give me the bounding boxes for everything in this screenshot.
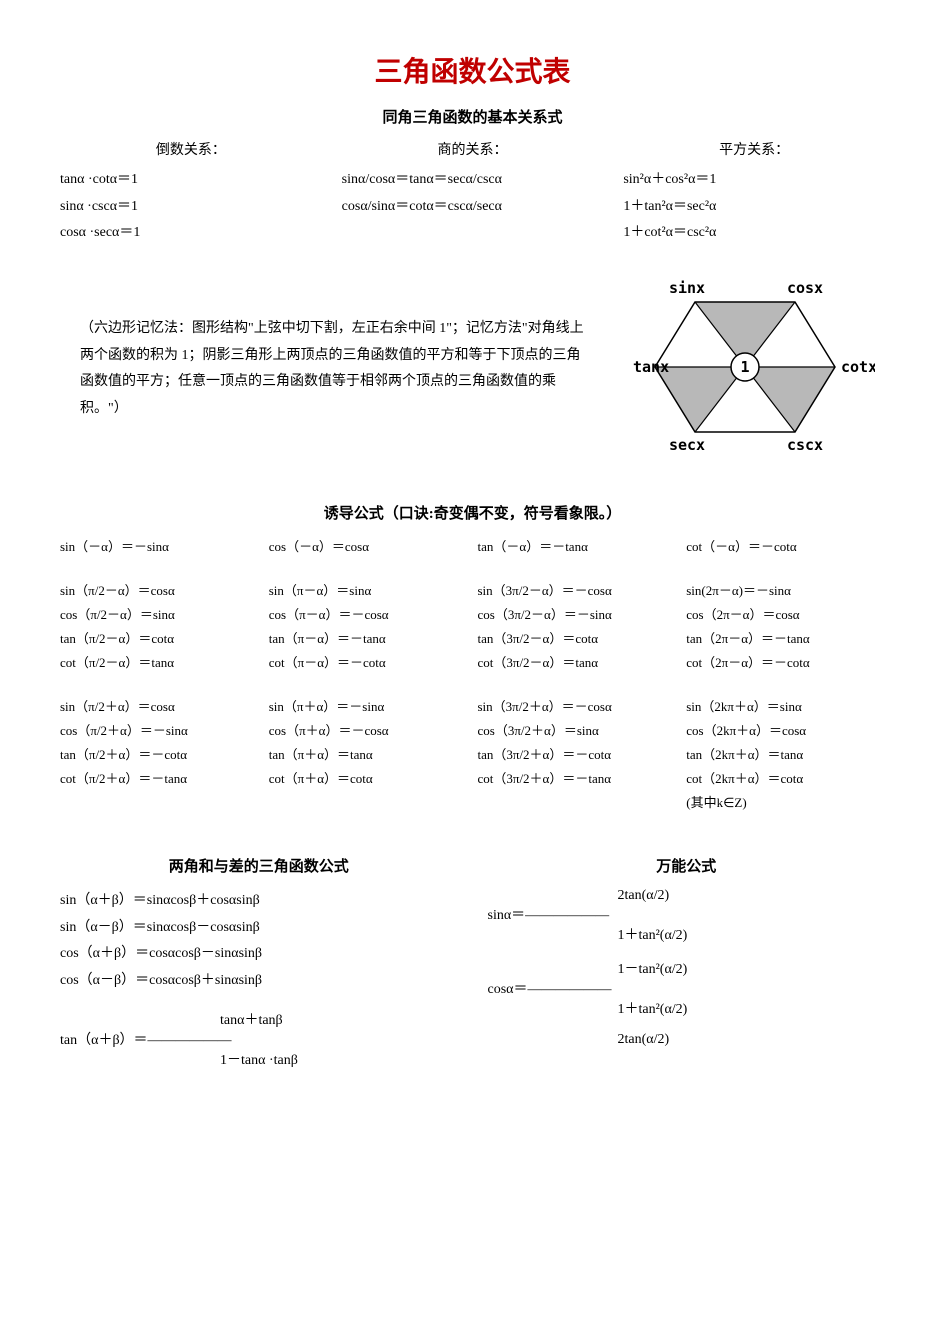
formula-line: cot（3π/2＋α）＝－tanα bbox=[478, 767, 677, 791]
hex-br-label: cscx bbox=[787, 436, 823, 454]
fraction-lhs: tan（α＋β）＝—————— bbox=[60, 1029, 458, 1049]
formula-line: cos（π/2－α）＝sinα bbox=[60, 603, 259, 627]
universal-tan-start: 2tan(α/2) bbox=[488, 1032, 886, 1048]
formula-line: sin²α＋cos²α＝1 bbox=[623, 167, 885, 194]
formula-line: cot（3π/2－α）＝tanα bbox=[478, 651, 677, 675]
fraction-denominator: 1＋tan²(α/2) bbox=[488, 998, 886, 1018]
fraction-numerator: 2tan(α/2) bbox=[488, 1032, 886, 1048]
induced-grid-b: sin（π/2＋α）＝cosα cos（π/2＋α）＝－sinα tan（π/2… bbox=[60, 695, 885, 815]
formula-line: cot（－α）＝－cotα bbox=[686, 535, 885, 559]
formula-line: cos（π－α）＝－cosα bbox=[269, 603, 468, 627]
formula-line: tan（π/2＋α）＝－cotα bbox=[60, 743, 259, 767]
fraction-lhs: sinα＝—————— bbox=[488, 904, 886, 924]
grid-col: sin(2π－α)＝－sinα cos（2π－α）＝cosα tan（2π－α）… bbox=[686, 579, 885, 675]
hex-tl-label: sinx bbox=[669, 279, 705, 297]
induced-row1: sin（－α）＝－sinα cos（－α）＝cosα tan（－α）＝－tanα… bbox=[60, 535, 885, 559]
tan-sum-fraction: tanα＋tanβ tan（α＋β）＝—————— 1－tanα ·tanβ bbox=[60, 1009, 458, 1069]
grid-col: sin（2kπ＋α）＝sinα cos（2kπ＋α）＝cosα tan（2kπ＋… bbox=[686, 695, 885, 815]
grid-col: sin（π/2＋α）＝cosα cos（π/2＋α）＝－sinα tan（π/2… bbox=[60, 695, 259, 815]
formula-line: tan（π/2－α）＝cotα bbox=[60, 627, 259, 651]
grid-col: sin（π/2－α）＝cosα cos（π/2－α）＝sinα tan（π/2－… bbox=[60, 579, 259, 675]
quotient-header: 商的关系： bbox=[342, 139, 604, 159]
formula-line: 1＋tan²α＝sec²α bbox=[623, 194, 885, 221]
hex-ml-label: tanx bbox=[633, 358, 669, 376]
formula-line: cot（2π－α）＝－cotα bbox=[686, 651, 885, 675]
fraction-numerator: 2tan(α/2) bbox=[488, 888, 886, 904]
formula-line: tan（2π－α）＝－tanα bbox=[686, 627, 885, 651]
formula-line: cos（3π/2＋α）＝sinα bbox=[478, 719, 677, 743]
formula-line: cot（π/2－α）＝tanα bbox=[60, 651, 259, 675]
hex-bl-label: secx bbox=[669, 436, 705, 454]
formula-line: cos（2kπ＋α）＝cosα bbox=[686, 719, 885, 743]
sum-diff-col: 两角和与差的三角函数公式 sin（α＋β）＝sinαcosβ＋cosαsinβ … bbox=[60, 845, 458, 1074]
formula-line: sin（3π/2＋α）＝－cosα bbox=[478, 695, 677, 719]
formula-line: sinα ·cscα＝1 bbox=[60, 194, 322, 221]
square-col: 平方关系： sin²α＋cos²α＝1 1＋tan²α＝sec²α 1＋cot²… bbox=[623, 139, 885, 247]
formula-line: sin（2kπ＋α）＝sinα bbox=[686, 695, 885, 719]
hex-center-label: 1 bbox=[740, 358, 749, 376]
mnemonic-text: （六边形记忆法：图形结构"上弦中切下割，左正右余中间 1"；记忆方法"对角线上两… bbox=[60, 316, 585, 422]
fraction-numerator: 1－tan²(α/2) bbox=[488, 958, 886, 978]
universal-heading: 万能公式 bbox=[488, 855, 886, 876]
reciprocal-col: 倒数关系： tanα ·cotα＝1 sinα ·cscα＝1 cosα ·se… bbox=[60, 139, 322, 247]
fraction-lhs: cosα＝—————— bbox=[488, 978, 886, 998]
formula-line: cos（α－β）＝cosαcosβ＋sinαsinβ bbox=[60, 968, 458, 995]
reciprocal-header: 倒数关系： bbox=[60, 139, 322, 159]
formula-line: cos（2π－α）＝cosα bbox=[686, 603, 885, 627]
section1-heading: 同角三角函数的基本关系式 bbox=[60, 106, 885, 127]
formula-line: cot（π/2＋α）＝－tanα bbox=[60, 767, 259, 791]
hex-mr-label: cotx bbox=[841, 358, 875, 376]
formula-line: tan（－α）＝－tanα bbox=[478, 535, 677, 559]
quotient-col: 商的关系： sinα/cosα＝tanα＝secα/cscα cosα/sinα… bbox=[342, 139, 604, 247]
page-title: 三角函数公式表 bbox=[60, 50, 885, 90]
formula-line: tan（2kπ＋α）＝tanα bbox=[686, 743, 885, 767]
formula-line: tan（3π/2＋α）＝－cotα bbox=[478, 743, 677, 767]
formula-line: sin（α＋β）＝sinαcosβ＋cosαsinβ bbox=[60, 888, 458, 915]
formula-line: cot（2kπ＋α）＝cotα bbox=[686, 767, 885, 791]
formula-line: cot（π－α）＝－cotα bbox=[269, 651, 468, 675]
formula-line: (其中k∈Z) bbox=[686, 791, 885, 815]
formula-line: cos（π/2＋α）＝－sinα bbox=[60, 719, 259, 743]
grid-col: sin（3π/2－α）＝－cosα cos（3π/2－α）＝－sinα tan（… bbox=[478, 579, 677, 675]
formula-line: tan（π＋α）＝tanα bbox=[269, 743, 468, 767]
square-header: 平方关系： bbox=[623, 139, 885, 159]
formula-line: cos（α＋β）＝cosαcosβ－sinαsinβ bbox=[60, 941, 458, 968]
hex-tr-label: cosx bbox=[787, 279, 823, 297]
fraction-denominator: 1－tanα ·tanβ bbox=[60, 1049, 458, 1069]
grid-col: sin（3π/2＋α）＝－cosα cos（3π/2＋α）＝sinα tan（3… bbox=[478, 695, 677, 815]
formula-line: cos（π＋α）＝－cosα bbox=[269, 719, 468, 743]
universal-sin: 2tan(α/2) sinα＝—————— 1＋tan²(α/2) bbox=[488, 888, 886, 944]
section2-heading: 诱导公式（口诀:奇变偶不变，符号看象限。） bbox=[60, 502, 885, 523]
formula-line: tanα ·cotα＝1 bbox=[60, 167, 322, 194]
formula-line: tan（π－α）＝－tanα bbox=[269, 627, 468, 651]
sum-diff-heading: 两角和与差的三角函数公式 bbox=[60, 855, 458, 876]
formula-line: sin（3π/2－α）＝－cosα bbox=[478, 579, 677, 603]
section3: 两角和与差的三角函数公式 sin（α＋β）＝sinαcosβ＋cosαsinβ … bbox=[60, 845, 885, 1074]
formula-line: cot（π＋α）＝cotα bbox=[269, 767, 468, 791]
mnemonic-row: （六边形记忆法：图形结构"上弦中切下割，左正右余中间 1"；记忆方法"对角线上两… bbox=[60, 267, 885, 472]
formula-line: sin（π/2＋α）＝cosα bbox=[60, 695, 259, 719]
formula-line: sin（－α）＝－sinα bbox=[60, 535, 259, 559]
grid-col: sin（π＋α）＝－sinα cos（π＋α）＝－cosα tan（π＋α）＝t… bbox=[269, 695, 468, 815]
induced-grid-a: sin（π/2－α）＝cosα cos（π/2－α）＝sinα tan（π/2－… bbox=[60, 579, 885, 675]
basic-relations: 倒数关系： tanα ·cotα＝1 sinα ·cscα＝1 cosα ·se… bbox=[60, 139, 885, 247]
formula-line: 1＋cot²α＝csc²α bbox=[623, 220, 885, 247]
formula-line: cos（－α）＝cosα bbox=[269, 535, 468, 559]
formula-line: sin(2π－α)＝－sinα bbox=[686, 579, 885, 603]
fraction-denominator: 1＋tan²(α/2) bbox=[488, 924, 886, 944]
formula-line: sinα/cosα＝tanα＝secα/cscα bbox=[342, 167, 604, 194]
universal-col: 万能公式 2tan(α/2) sinα＝—————— 1＋tan²(α/2) 1… bbox=[488, 845, 886, 1074]
formula-line: sin（π＋α）＝－sinα bbox=[269, 695, 468, 719]
universal-cos: 1－tan²(α/2) cosα＝—————— 1＋tan²(α/2) bbox=[488, 958, 886, 1018]
formula-line: cos（3π/2－α）＝－sinα bbox=[478, 603, 677, 627]
formula-line: sin（π/2－α）＝cosα bbox=[60, 579, 259, 603]
formula-line: tan（3π/2－α）＝cotα bbox=[478, 627, 677, 651]
grid-col: sin（π－α）＝sinα cos（π－α）＝－cosα tan（π－α）＝－t… bbox=[269, 579, 468, 675]
formula-line: cosα ·secα＝1 bbox=[60, 220, 322, 247]
formula-line: sin（π－α）＝sinα bbox=[269, 579, 468, 603]
hexagon-diagram: 1 sinx cosx tanx cotx secx cscx bbox=[605, 267, 885, 472]
formula-line: cosα/sinα＝cotα＝cscα/secα bbox=[342, 194, 604, 221]
fraction-numerator: tanα＋tanβ bbox=[60, 1009, 458, 1029]
formula-line: sin（α－β）＝sinαcosβ－cosαsinβ bbox=[60, 915, 458, 942]
